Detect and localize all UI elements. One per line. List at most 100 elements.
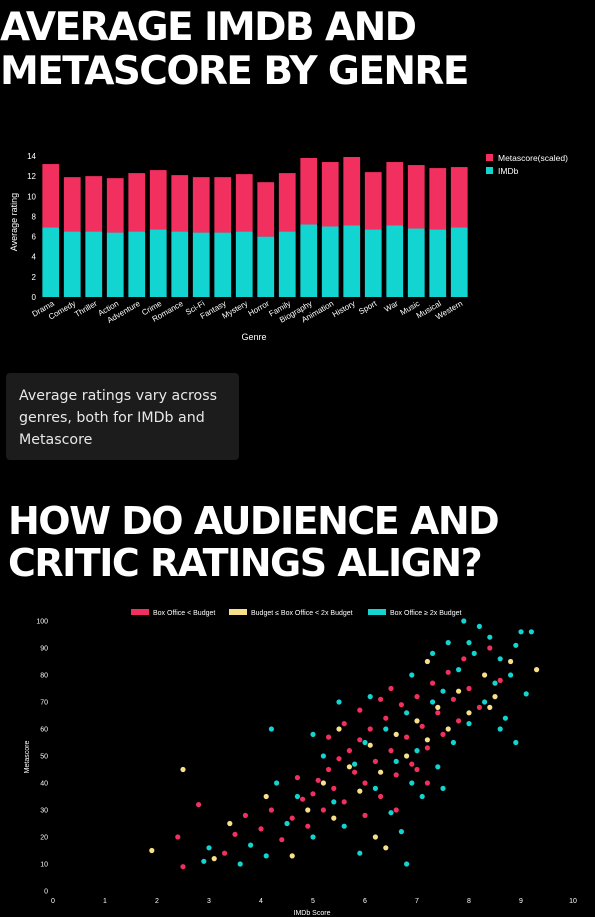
point-below-budget	[362, 780, 368, 786]
bar-x-tick-label: War	[383, 299, 400, 314]
point-below-budget	[268, 807, 274, 813]
point-above-2x-budget	[263, 853, 269, 859]
scatter-x-tick-label: 4	[259, 898, 263, 905]
point-above-2x-budget	[466, 640, 472, 646]
scatter-x-tick-label: 0	[51, 898, 55, 905]
point-mid-budget	[227, 820, 233, 827]
point-mid-budget	[331, 815, 337, 821]
point-mid-budget	[346, 764, 352, 770]
bar-metascore	[192, 177, 210, 233]
point-above-2x-budget	[398, 829, 404, 835]
scatter-y-tick-label: 50	[40, 754, 48, 761]
scatter-points	[149, 618, 540, 870]
point-below-budget	[242, 812, 248, 818]
point-above-2x-budget	[367, 694, 373, 700]
point-mid-budget	[445, 726, 451, 732]
insight-note: Average ratings vary across genres, both…	[6, 373, 239, 460]
point-below-budget	[445, 669, 451, 675]
section2-title-line2: CRITIC RATINGS ALIGN?	[8, 541, 483, 585]
scatter-y-tick-label: 60	[40, 727, 48, 734]
point-below-budget	[461, 656, 467, 662]
section2-title-line1: HOW DO AUDIENCE AND	[8, 499, 500, 543]
point-above-2x-budget	[430, 650, 436, 656]
bar-metascore	[429, 168, 447, 230]
bar-imdb	[42, 227, 60, 297]
point-above-2x-budget	[248, 842, 254, 848]
point-below-budget	[341, 799, 347, 805]
point-above-2x-budget	[508, 672, 514, 678]
point-below-budget	[352, 769, 358, 775]
legend-swatch-below-budget	[131, 609, 149, 615]
point-below-budget	[357, 707, 363, 713]
point-mid-budget	[180, 766, 186, 773]
point-above-2x-budget	[497, 656, 503, 662]
point-above-2x-budget	[237, 861, 243, 867]
point-below-budget	[424, 745, 430, 751]
point-mid-budget	[414, 718, 420, 724]
point-mid-budget	[424, 737, 430, 743]
point-mid-budget	[378, 769, 384, 775]
point-below-budget	[378, 793, 384, 800]
bar-imdb	[85, 231, 103, 297]
point-below-budget	[326, 734, 332, 740]
point-above-2x-budget	[466, 721, 472, 727]
bar-y-axis-title: Average rating	[9, 193, 19, 251]
bar-y-tick-label: 0	[32, 293, 37, 302]
point-below-budget	[414, 766, 420, 773]
point-below-budget	[222, 850, 228, 856]
section1-title-line2: METASCORE BY GENRE	[0, 49, 470, 94]
point-below-budget	[450, 696, 456, 702]
bar-metascore	[278, 173, 296, 232]
point-mid-budget	[534, 667, 540, 673]
bar-y-tick-label: 2	[32, 273, 37, 282]
section1-title-line1: AVERAGE IMDB AND	[0, 5, 417, 50]
bar-imdb	[63, 231, 81, 297]
scatter-y-tick-label: 40	[40, 781, 48, 788]
point-below-budget	[346, 748, 352, 754]
bar-imdb	[257, 236, 275, 297]
bar-imdb	[386, 225, 404, 297]
point-below-budget	[232, 831, 238, 837]
legend-label-above-2x: Box Office ≥ 2x Budget	[390, 610, 461, 617]
point-above-2x-budget	[461, 618, 467, 624]
point-above-2x-budget	[294, 793, 300, 800]
point-below-budget	[466, 685, 472, 692]
scatter-x-tick-label: 9	[519, 898, 523, 905]
scatter-x-axis-title: IMDb Score	[294, 910, 331, 917]
bar-chart: 0 2 4 6 8 10 12 14 DramaComedyThrillerActionAdv…	[9, 152, 568, 342]
scatter-x-tick-label: 8	[467, 898, 471, 905]
point-below-budget	[300, 796, 306, 802]
bar-x-tick-label: Sport	[357, 299, 379, 317]
point-below-budget	[424, 780, 430, 786]
bar-y-tick-label: 6	[32, 233, 37, 242]
legend-swatch-above-2x	[368, 609, 386, 615]
bar-legend: Metascore(scaled) IMDb	[486, 153, 568, 176]
point-above-2x-budget	[201, 858, 207, 864]
bar-imdb	[106, 232, 124, 297]
point-below-budget	[497, 677, 503, 683]
point-below-budget	[404, 734, 410, 740]
bar-imdb	[343, 225, 361, 297]
point-below-budget	[367, 726, 373, 732]
point-above-2x-budget	[471, 650, 477, 656]
point-mid-budget	[435, 704, 441, 710]
bar-metascore	[214, 177, 232, 233]
point-below-budget	[378, 696, 384, 702]
bar-metascore	[149, 170, 167, 230]
point-mid-budget	[487, 704, 493, 710]
point-above-2x-budget	[409, 672, 415, 678]
point-above-2x-budget	[445, 640, 451, 646]
point-above-2x-budget	[274, 780, 280, 786]
point-mid-budget	[289, 853, 295, 859]
point-below-budget	[362, 812, 368, 818]
bar-y-tick-label: 10	[27, 192, 36, 201]
point-above-2x-budget	[393, 758, 399, 764]
point-above-2x-budget	[362, 739, 368, 746]
scatter-x-tick-label: 7	[415, 898, 419, 905]
point-mid-budget	[320, 780, 326, 786]
bar-imdb	[429, 229, 447, 297]
point-above-2x-budget	[320, 753, 326, 759]
point-below-budget	[430, 680, 436, 686]
point-below-budget	[289, 815, 295, 821]
bar-metascore	[171, 175, 189, 232]
